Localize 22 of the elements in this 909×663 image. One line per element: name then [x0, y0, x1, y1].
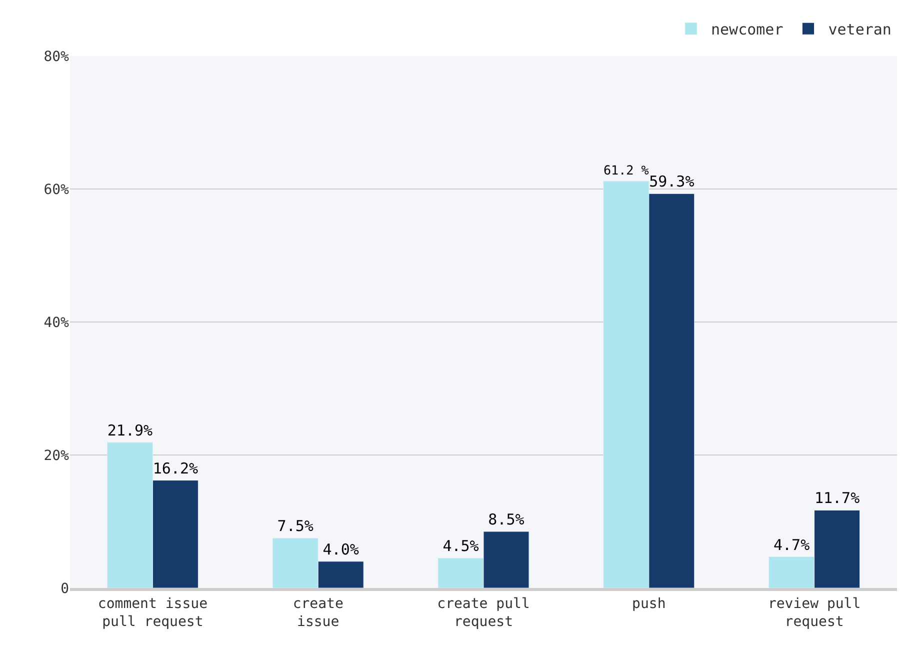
x-tick-label: create issue — [292, 596, 344, 630]
x-tick-label: review pull request — [768, 596, 861, 630]
y-tick-label: 40% — [44, 314, 70, 331]
data-label: 4.0% — [322, 540, 359, 558]
x-tick-label: comment issue pull request — [98, 596, 208, 630]
data-label: 16.2% — [152, 459, 198, 478]
y-tick-label: 20% — [44, 448, 70, 464]
data-label: 11.7% — [814, 489, 860, 508]
y-tick-label: 80% — [44, 48, 70, 65]
x-tick-label: create pull request — [437, 596, 530, 630]
data-label: 4.7% — [773, 536, 810, 554]
x-tick-label: push — [632, 596, 666, 612]
y-tick-label: 0 — [60, 580, 69, 597]
data-label: 7.5% — [277, 517, 314, 536]
data-label: 59.3% — [649, 172, 694, 191]
data-label: 61.2 % — [603, 162, 650, 178]
data-label: 21.9% — [107, 421, 153, 440]
y-tick-label: 60% — [44, 182, 70, 198]
data-label: 4.5% — [442, 537, 479, 556]
legend-label: veteran — [828, 20, 892, 38]
data-label: 8.5% — [488, 510, 524, 528]
legend-label: newcomer — [711, 20, 784, 38]
